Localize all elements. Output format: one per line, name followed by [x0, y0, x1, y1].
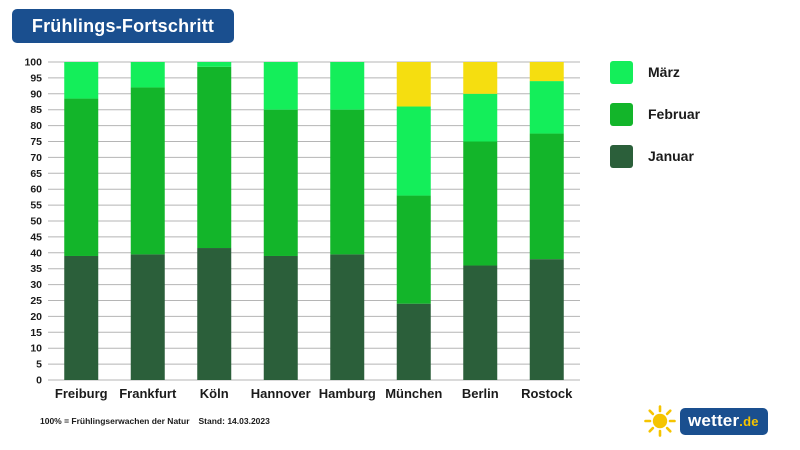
y-tick-label: 45 [30, 231, 42, 243]
y-tick-label: 85 [30, 104, 42, 116]
bar-segment-maerz [463, 93, 498, 142]
x-tick-label: München [385, 386, 442, 401]
bar-segment-maerz [64, 62, 99, 99]
bar-segment-februar [330, 109, 365, 255]
footnote-date: Stand: 14.03.2023 [198, 416, 270, 426]
x-tick-label: Rostock [521, 386, 573, 401]
legend-label-maerz: März [648, 64, 680, 80]
y-tick-label: 65 [30, 168, 42, 180]
bar-segment-remaining [463, 62, 498, 94]
y-tick-label: 55 [30, 200, 42, 212]
bar-segment-januar [463, 265, 498, 380]
x-axis-labels: Freiburg Frankfurt Köln Hannover Hamburg Münc… [55, 386, 573, 401]
y-tick-label: 40 [30, 247, 42, 259]
y-tick-label: 20 [30, 311, 42, 323]
y-tick-label: 10 [30, 343, 42, 355]
bar-segment-februar [197, 66, 232, 249]
legend-swatch-januar [610, 144, 633, 168]
bar-segment-maerz [263, 62, 298, 110]
brand-wordmark: wetter.de [680, 407, 768, 435]
y-tick-label: 50 [30, 216, 42, 228]
x-tick-label: Hannover [251, 386, 311, 401]
bar-segment-remaining [396, 62, 431, 107]
y-tick-label: 60 [30, 184, 42, 196]
x-tick-label: Frankfurt [119, 386, 177, 401]
bar-segment-remaining [529, 62, 564, 82]
y-tick-label: 0 [36, 375, 42, 387]
y-tick-label: 100 [24, 57, 42, 69]
brand-logo: wetter.de [644, 404, 768, 438]
bar-segment-maerz [396, 106, 431, 196]
brand-name: wetter [688, 410, 740, 430]
bars [64, 62, 564, 380]
bar-segment-januar [130, 254, 165, 380]
x-tick-label: Hamburg [319, 386, 376, 401]
y-tick-label: 30 [30, 279, 42, 291]
bar-segment-januar [197, 248, 232, 380]
y-tick-label: 35 [30, 263, 42, 275]
y-tick-label: 95 [30, 72, 42, 84]
y-tick-label: 70 [30, 152, 42, 164]
y-axis-ticks: 0 5 10 15 20 25 30 35 40 45 50 55 60 65 70 75 80 85 90 95 10… [24, 57, 42, 387]
y-tick-label: 75 [30, 136, 42, 148]
bar-segment-maerz [330, 62, 365, 110]
bar-segment-januar [396, 303, 431, 380]
legend-label-januar: Januar [648, 148, 694, 164]
chart-title: Frühlings-Fortschritt [12, 9, 234, 43]
bar-segment-januar [330, 254, 365, 380]
bar-segment-januar [529, 259, 564, 380]
x-tick-label: Berlin [462, 386, 499, 401]
brand-tld: .de [739, 413, 759, 429]
y-tick-label: 80 [30, 120, 42, 132]
x-tick-label: Köln [200, 386, 229, 401]
legend-item-maerz: März [610, 60, 680, 84]
legend-item-februar: Februar [610, 102, 700, 126]
bar-segment-februar [130, 87, 165, 255]
legend-item-januar: Januar [610, 144, 694, 168]
bar-segment-februar [529, 133, 564, 260]
sun-icon [644, 405, 676, 437]
bar-segment-maerz [529, 81, 564, 134]
y-tick-label: 25 [30, 295, 42, 307]
y-tick-label: 15 [30, 327, 42, 339]
footnote: 100% = Frühlingserwachen der Natur Stand:… [40, 416, 270, 426]
bar-segment-maerz [130, 62, 165, 88]
bar-segment-februar [396, 195, 431, 304]
footnote-definition: 100% = Frühlingserwachen der Natur [40, 416, 190, 426]
legend-swatch-maerz [610, 60, 633, 84]
bar-segment-januar [64, 255, 99, 380]
grid-lines [48, 61, 580, 381]
bar-segment-februar [64, 98, 99, 256]
bar-segment-februar [263, 109, 298, 256]
bar-segment-januar [263, 255, 298, 380]
bar-segment-maerz [197, 62, 232, 67]
bar-segment-februar [463, 141, 498, 266]
y-tick-label: 5 [36, 359, 42, 371]
legend-swatch-februar [610, 102, 633, 126]
y-tick-label: 90 [30, 88, 42, 100]
legend-label-februar: Februar [648, 106, 701, 122]
x-tick-label: Freiburg [55, 386, 108, 401]
